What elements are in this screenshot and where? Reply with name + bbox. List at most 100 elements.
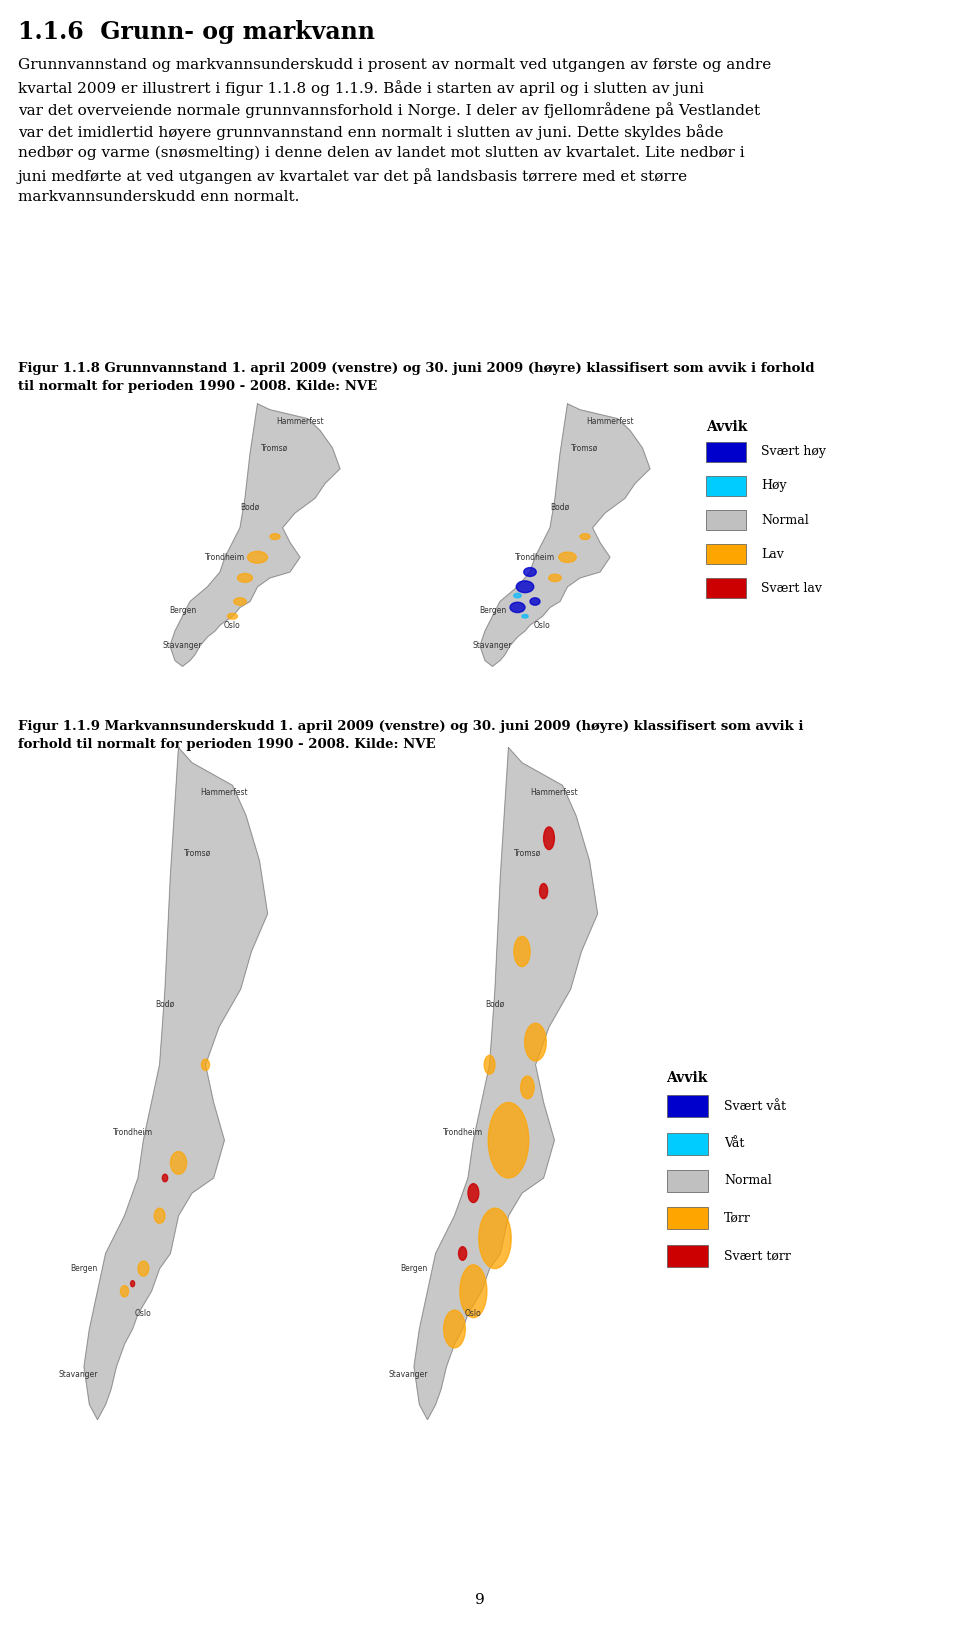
Ellipse shape bbox=[524, 567, 537, 577]
Ellipse shape bbox=[270, 533, 280, 540]
Text: var det overveiende normale grunnvannsforhold i Norge. I deler av fjellområdene : var det overveiende normale grunnvannsfo… bbox=[18, 103, 760, 117]
Text: Bodø: Bodø bbox=[486, 999, 505, 1009]
Text: Bergen: Bergen bbox=[169, 606, 196, 615]
Ellipse shape bbox=[120, 1286, 129, 1297]
Text: Normal: Normal bbox=[761, 513, 808, 526]
Ellipse shape bbox=[520, 1076, 534, 1099]
FancyBboxPatch shape bbox=[706, 510, 746, 530]
Text: Hammerfest: Hammerfest bbox=[201, 789, 249, 797]
FancyBboxPatch shape bbox=[666, 1208, 708, 1229]
Text: juni medførte at ved utgangen av kvartalet var det på landsbasis tørrere med et : juni medførte at ved utgangen av kvartal… bbox=[18, 168, 688, 184]
FancyBboxPatch shape bbox=[706, 579, 746, 598]
Ellipse shape bbox=[543, 826, 555, 849]
Text: Svært tørr: Svært tørr bbox=[724, 1249, 791, 1262]
Text: nedbør og varme (snøsmelting) i denne delen av landet mot slutten av kvartalet. : nedbør og varme (snøsmelting) i denne de… bbox=[18, 147, 745, 160]
Text: Hammerfest: Hammerfest bbox=[587, 417, 634, 425]
Text: Bergen: Bergen bbox=[479, 606, 506, 615]
Ellipse shape bbox=[237, 574, 252, 582]
Text: Grunnvannstand og markvannsunderskudd i prosent av normalt ved utgangen av først: Grunnvannstand og markvannsunderskudd i … bbox=[18, 59, 771, 72]
Ellipse shape bbox=[444, 1311, 466, 1348]
Text: 1.1.6  Grunn- og markvann: 1.1.6 Grunn- og markvann bbox=[18, 20, 374, 44]
Text: Tromsø: Tromsø bbox=[571, 443, 599, 453]
Text: var det imidlertid høyere grunnvannstand enn normalt i slutten av juni. Dette sk: var det imidlertid høyere grunnvannstand… bbox=[18, 124, 724, 140]
Ellipse shape bbox=[510, 601, 525, 613]
Text: Tørr: Tørr bbox=[724, 1211, 751, 1224]
Text: Stavanger: Stavanger bbox=[472, 641, 513, 650]
Ellipse shape bbox=[549, 574, 562, 582]
Text: Våt: Våt bbox=[724, 1138, 744, 1151]
Text: Svært våt: Svært våt bbox=[724, 1100, 786, 1113]
Polygon shape bbox=[480, 404, 650, 667]
Text: Trondheim: Trondheim bbox=[443, 1128, 483, 1138]
Text: Stavanger: Stavanger bbox=[59, 1369, 98, 1379]
FancyBboxPatch shape bbox=[666, 1095, 708, 1117]
Text: Figur 1.1.8 Grunnvannstand 1. april 2009 (venstre) og 30. juni 2009 (høyre) klas: Figur 1.1.8 Grunnvannstand 1. april 2009… bbox=[18, 362, 814, 375]
Text: Lav: Lav bbox=[761, 548, 784, 561]
Text: Trondheim: Trondheim bbox=[112, 1128, 153, 1138]
Polygon shape bbox=[84, 748, 268, 1420]
Ellipse shape bbox=[162, 1174, 168, 1182]
FancyBboxPatch shape bbox=[706, 544, 746, 564]
Text: markvannsunderskudd enn normalt.: markvannsunderskudd enn normalt. bbox=[18, 191, 300, 204]
Text: Oslo: Oslo bbox=[465, 1309, 482, 1319]
Text: Oslo: Oslo bbox=[135, 1309, 152, 1319]
Ellipse shape bbox=[525, 1024, 546, 1061]
Ellipse shape bbox=[459, 1247, 467, 1260]
Text: Bodø: Bodø bbox=[156, 999, 175, 1009]
Ellipse shape bbox=[530, 598, 540, 605]
Text: Svært lav: Svært lav bbox=[761, 582, 822, 595]
Ellipse shape bbox=[580, 533, 590, 540]
Text: Høy: Høy bbox=[761, 479, 786, 492]
Ellipse shape bbox=[489, 1102, 529, 1178]
Ellipse shape bbox=[479, 1208, 511, 1268]
Ellipse shape bbox=[131, 1281, 134, 1286]
Ellipse shape bbox=[516, 580, 534, 593]
Ellipse shape bbox=[484, 1055, 495, 1074]
Ellipse shape bbox=[228, 613, 237, 619]
Text: Bergen: Bergen bbox=[400, 1265, 427, 1273]
Text: Bodø: Bodø bbox=[550, 502, 569, 512]
Polygon shape bbox=[414, 748, 597, 1420]
FancyBboxPatch shape bbox=[706, 442, 746, 461]
FancyBboxPatch shape bbox=[666, 1245, 708, 1267]
Text: Stavanger: Stavanger bbox=[389, 1369, 428, 1379]
Ellipse shape bbox=[233, 598, 247, 605]
Ellipse shape bbox=[514, 936, 530, 967]
Polygon shape bbox=[170, 404, 340, 667]
Text: Oslo: Oslo bbox=[224, 621, 241, 629]
FancyBboxPatch shape bbox=[666, 1170, 708, 1192]
Ellipse shape bbox=[468, 1183, 479, 1203]
Text: til normalt for perioden 1990 - 2008. Kilde: NVE: til normalt for perioden 1990 - 2008. Ki… bbox=[18, 380, 377, 393]
FancyBboxPatch shape bbox=[666, 1133, 708, 1154]
Ellipse shape bbox=[514, 593, 521, 598]
Ellipse shape bbox=[522, 615, 528, 618]
Ellipse shape bbox=[248, 551, 268, 562]
Text: Tromsø: Tromsø bbox=[183, 849, 211, 857]
Ellipse shape bbox=[155, 1208, 165, 1222]
Text: Bergen: Bergen bbox=[70, 1265, 98, 1273]
Text: forhold til normalt for perioden 1990 - 2008. Kilde: NVE: forhold til normalt for perioden 1990 - … bbox=[18, 738, 436, 751]
Ellipse shape bbox=[540, 883, 547, 898]
Text: Avvik: Avvik bbox=[706, 421, 748, 434]
Text: Hammerfest: Hammerfest bbox=[276, 417, 324, 425]
Text: 9: 9 bbox=[475, 1593, 485, 1607]
Ellipse shape bbox=[202, 1060, 209, 1071]
Ellipse shape bbox=[138, 1262, 149, 1276]
Text: Normal: Normal bbox=[724, 1175, 772, 1188]
Ellipse shape bbox=[171, 1151, 186, 1174]
Text: Oslo: Oslo bbox=[534, 621, 551, 629]
Text: Tromsø: Tromsø bbox=[261, 443, 289, 453]
Text: Bodø: Bodø bbox=[240, 502, 259, 512]
Text: Svært høy: Svært høy bbox=[761, 445, 826, 458]
Text: Tromsø: Tromsø bbox=[514, 849, 541, 857]
Text: Trondheim: Trondheim bbox=[515, 553, 555, 562]
Text: kvartal 2009 er illustrert i figur 1.1.8 og 1.1.9. Både i starten av april og i : kvartal 2009 er illustrert i figur 1.1.8… bbox=[18, 80, 704, 96]
Ellipse shape bbox=[460, 1265, 487, 1317]
Text: Avvik: Avvik bbox=[666, 1071, 708, 1086]
FancyBboxPatch shape bbox=[706, 476, 746, 496]
Text: Figur 1.1.9 Markvannsunderskudd 1. april 2009 (venstre) og 30. juni 2009 (høyre): Figur 1.1.9 Markvannsunderskudd 1. april… bbox=[18, 720, 804, 734]
Text: Stavanger: Stavanger bbox=[163, 641, 203, 650]
Text: Hammerfest: Hammerfest bbox=[531, 789, 578, 797]
Text: Trondheim: Trondheim bbox=[204, 553, 245, 562]
Ellipse shape bbox=[559, 553, 576, 562]
